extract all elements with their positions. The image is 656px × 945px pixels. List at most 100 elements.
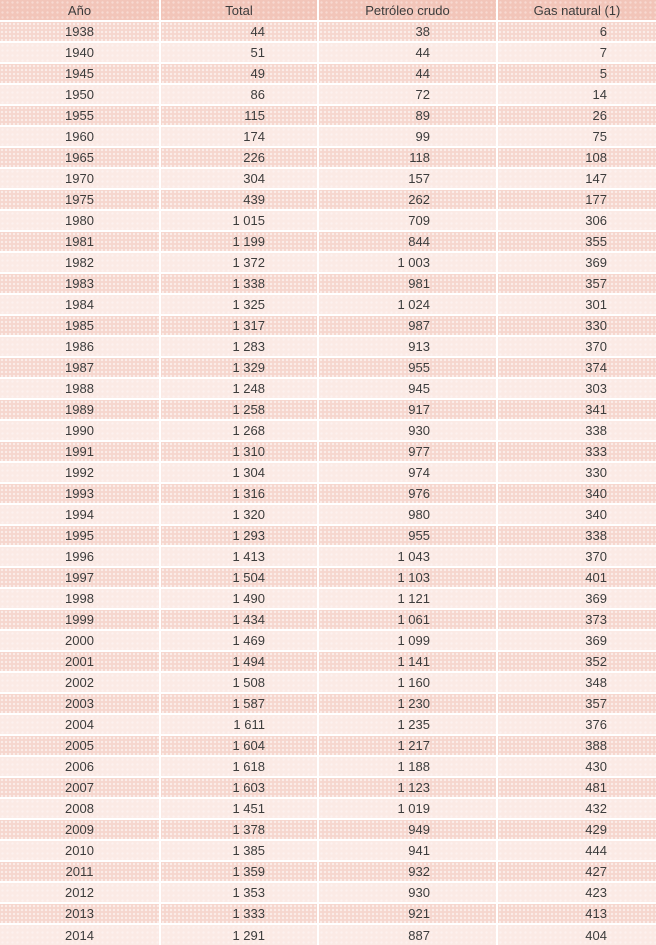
table-cell: 1991 [0, 441, 161, 463]
table-cell: 949 [318, 819, 498, 841]
table-cell: 1 293 [160, 525, 319, 547]
table-cell: 2007 [0, 777, 161, 799]
table-cell: 1 160 [318, 672, 498, 694]
table-cell: 1996 [0, 546, 161, 568]
table-cell: 376 [497, 714, 656, 736]
table-cell: 1 385 [160, 840, 319, 862]
table-row: 1995 1 293 955 338 [0, 525, 656, 547]
table-row: 2006 1 618 1 188 430 [0, 756, 656, 778]
table-cell: 1 217 [318, 735, 498, 757]
table-cell: 108 [497, 147, 656, 169]
table-cell: 930 [318, 420, 498, 442]
table-cell: 2005 [0, 735, 161, 757]
table-row: 2005 1 604 1 217 388 [0, 735, 656, 757]
table-cell: 444 [497, 840, 656, 862]
table-cell: 6 [497, 21, 656, 43]
table-cell: 1986 [0, 336, 161, 358]
table-row: 1980 1 015 709 306 [0, 210, 656, 232]
table-row: 1981 1 199 844 355 [0, 231, 656, 253]
table-cell: 340 [497, 483, 656, 505]
table-cell: 2001 [0, 651, 161, 673]
table-row: 2012 1 353 930 423 [0, 882, 656, 904]
table-cell: 1 611 [160, 714, 319, 736]
table-cell: 921 [318, 903, 498, 925]
table-cell: 1 333 [160, 903, 319, 925]
table-cell: 423 [497, 882, 656, 904]
table-cell: 2010 [0, 840, 161, 862]
table-cell: 1 291 [160, 924, 319, 945]
table-cell: 1 504 [160, 567, 319, 589]
table-cell: 147 [497, 168, 656, 190]
table-cell: 1 103 [318, 567, 498, 589]
table-row: 2002 1 508 1 160 348 [0, 672, 656, 694]
table-row: 1993 1 316 976 340 [0, 483, 656, 505]
table-row: 1989 1 258 917 341 [0, 399, 656, 421]
table-body: 1938 44 38 6 1940 51 44 7 1945 49 44 5 1950 86 72 14 195… [0, 21, 656, 945]
table-cell: 44 [318, 63, 498, 85]
table-cell: 1 019 [318, 798, 498, 820]
table-cell: 980 [318, 504, 498, 526]
table-cell: 1 325 [160, 294, 319, 316]
table-cell: 1 015 [160, 210, 319, 232]
table-cell: 1 235 [318, 714, 498, 736]
table-cell: 1 099 [318, 630, 498, 652]
table-cell: 1945 [0, 63, 161, 85]
table-row: 2009 1 378 949 429 [0, 819, 656, 841]
table-cell: 2008 [0, 798, 161, 820]
table-cell: 1982 [0, 252, 161, 274]
table-row: 1990 1 268 930 338 [0, 420, 656, 442]
table-cell: 1 603 [160, 777, 319, 799]
table-row: 2003 1 587 1 230 357 [0, 693, 656, 715]
table-cell: 1 188 [318, 756, 498, 778]
table-cell: 369 [497, 630, 656, 652]
table-cell: 330 [497, 462, 656, 484]
table-row: 1970 304 157 147 [0, 168, 656, 190]
table-row: 2013 1 333 921 413 [0, 903, 656, 925]
table-cell: 1 359 [160, 861, 319, 883]
table-cell: 301 [497, 294, 656, 316]
table-cell: 14 [497, 84, 656, 106]
table-row: 2014 1 291 887 404 [0, 924, 656, 945]
table-cell: 38 [318, 21, 498, 43]
column-header-natural-gas: Gas natural (1) [497, 0, 656, 22]
table-cell: 930 [318, 882, 498, 904]
table-cell: 887 [318, 924, 498, 945]
table-row: 1950 86 72 14 [0, 84, 656, 106]
table-cell: 357 [497, 273, 656, 295]
table-cell: 1938 [0, 21, 161, 43]
table-cell: 1 121 [318, 588, 498, 610]
table-cell: 439 [160, 189, 319, 211]
table-cell: 303 [497, 378, 656, 400]
table-row: 1997 1 504 1 103 401 [0, 567, 656, 589]
table-row: 2010 1 385 941 444 [0, 840, 656, 862]
table-cell: 157 [318, 168, 498, 190]
table-cell: 352 [497, 651, 656, 673]
table-cell: 977 [318, 441, 498, 463]
table-cell: 1 329 [160, 357, 319, 379]
table-cell: 1 141 [318, 651, 498, 673]
table-cell: 26 [497, 105, 656, 127]
table-cell: 2014 [0, 924, 161, 945]
table-cell: 99 [318, 126, 498, 148]
table-row: 2000 1 469 1 099 369 [0, 630, 656, 652]
table-cell: 1 338 [160, 273, 319, 295]
table-cell: 338 [497, 525, 656, 547]
table-row: 1940 51 44 7 [0, 42, 656, 64]
table-cell: 1955 [0, 105, 161, 127]
table-cell: 974 [318, 462, 498, 484]
table-cell: 5 [497, 63, 656, 85]
table-cell: 913 [318, 336, 498, 358]
table-cell: 338 [497, 420, 656, 442]
table-row: 1965 226 118 108 [0, 147, 656, 169]
table-row: 1945 49 44 5 [0, 63, 656, 85]
table-cell: 369 [497, 588, 656, 610]
table-row: 2008 1 451 1 019 432 [0, 798, 656, 820]
table-cell: 709 [318, 210, 498, 232]
table-cell: 987 [318, 315, 498, 337]
table-cell: 945 [318, 378, 498, 400]
table-cell: 49 [160, 63, 319, 85]
table-cell: 1 353 [160, 882, 319, 904]
table-cell: 1 043 [318, 546, 498, 568]
table-cell: 427 [497, 861, 656, 883]
table-cell: 1 123 [318, 777, 498, 799]
